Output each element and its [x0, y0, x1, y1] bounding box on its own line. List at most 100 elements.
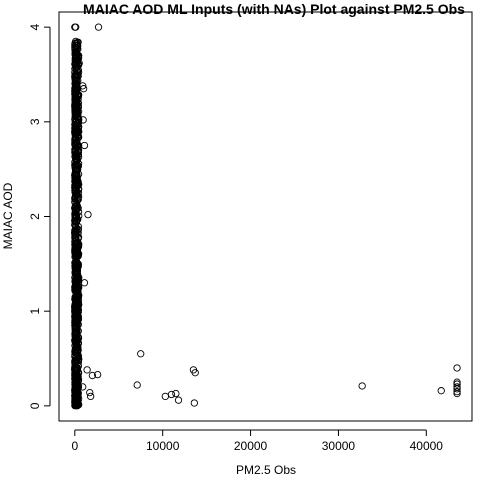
data-point: [71, 104, 79, 112]
data-point: [71, 49, 79, 57]
data-point: [72, 268, 81, 277]
data-point: [72, 282, 80, 290]
data-point: [74, 133, 83, 141]
data-point: [453, 364, 461, 372]
data-point: [71, 192, 79, 201]
data-point: [75, 91, 83, 99]
points-layer: [71, 23, 461, 410]
data-point: [71, 96, 79, 104]
data-point: [73, 197, 81, 205]
x-tick-label: 30000: [322, 439, 356, 453]
data-point: [71, 198, 79, 206]
data-point: [72, 83, 80, 91]
data-point: [71, 277, 79, 286]
data-point: [74, 193, 83, 201]
data-point: [72, 218, 81, 227]
data-point: [73, 342, 81, 350]
x-tick-label: 0: [71, 439, 78, 453]
data-point: [71, 240, 79, 249]
data-point: [73, 216, 81, 224]
data-point: [73, 124, 81, 132]
data-point: [71, 373, 80, 381]
data-point: [74, 260, 82, 268]
data-point: [73, 44, 81, 52]
data-point: [73, 226, 81, 234]
data-point: [71, 308, 79, 316]
data-point: [74, 383, 83, 391]
data-point: [71, 139, 79, 147]
y-tick-label: 0: [28, 402, 42, 409]
data-point: [71, 358, 79, 366]
x-tick-label: 40000: [410, 439, 444, 453]
data-point: [73, 251, 81, 259]
data-point: [79, 383, 87, 391]
data-point: [453, 389, 461, 398]
data-point: [79, 116, 87, 124]
data-point: [71, 349, 80, 357]
data-point: [137, 350, 145, 358]
data-point: [72, 356, 81, 364]
data-point: [74, 108, 83, 116]
data-point: [79, 82, 87, 90]
data-point: [73, 364, 82, 372]
data-point: [73, 327, 81, 336]
y-tick-label: 4: [28, 23, 42, 30]
data-point: [94, 370, 102, 379]
y-tick-label: 2: [28, 213, 42, 220]
x-axis-label: PM2.5 Obs: [236, 463, 296, 477]
chart-title: MAIAC AOD ML Inputs (with NAs) Plot agai…: [83, 1, 465, 17]
data-point: [74, 104, 82, 112]
data-point: [75, 59, 83, 67]
data-point: [71, 214, 79, 222]
data-point: [71, 313, 79, 321]
data-point: [83, 366, 91, 374]
plot-frame: [58, 11, 473, 422]
y-tick-label: 1: [28, 308, 42, 315]
y-tick-label: 3: [28, 118, 42, 125]
data-point: [190, 399, 198, 407]
data-point: [71, 233, 79, 241]
data-point: [72, 401, 80, 409]
data-point: [71, 332, 79, 340]
data-point: [71, 117, 80, 126]
data-point: [74, 68, 83, 77]
x-axis: 0 10000 20000 30000 40000: [71, 429, 444, 453]
data-point: [94, 23, 103, 31]
x-tick-label: 20000: [234, 439, 268, 453]
data-point: [74, 242, 83, 250]
data-point: [71, 195, 79, 203]
data-point: [73, 317, 81, 325]
x-tick-label: 10000: [146, 439, 180, 453]
data-point: [437, 387, 445, 395]
data-point: [73, 267, 81, 276]
data-point: [71, 392, 80, 401]
data-point: [72, 37, 80, 45]
data-point: [72, 279, 80, 288]
data-point: [72, 152, 81, 160]
data-point: [86, 388, 94, 397]
data-point: [72, 295, 80, 303]
data-point: [79, 85, 88, 93]
data-point: [72, 344, 81, 352]
data-point: [74, 222, 83, 231]
data-point: [453, 380, 461, 388]
data-point: [174, 396, 183, 404]
data-point: [191, 369, 199, 377]
data-point: [133, 381, 141, 389]
data-point: [71, 369, 79, 377]
data-point: [358, 382, 366, 390]
data-point: [72, 23, 80, 31]
data-point: [88, 371, 97, 380]
data-point: [73, 191, 82, 199]
data-point: [74, 204, 82, 212]
data-point: [71, 310, 79, 318]
data-point: [167, 390, 176, 399]
data-point: [71, 294, 79, 302]
data-point: [71, 112, 79, 121]
y-axis-label: MAIAC AOD: [1, 182, 15, 249]
data-point: [74, 225, 83, 234]
data-point: [80, 279, 89, 287]
data-point: [74, 252, 82, 260]
data-point: [71, 169, 79, 177]
